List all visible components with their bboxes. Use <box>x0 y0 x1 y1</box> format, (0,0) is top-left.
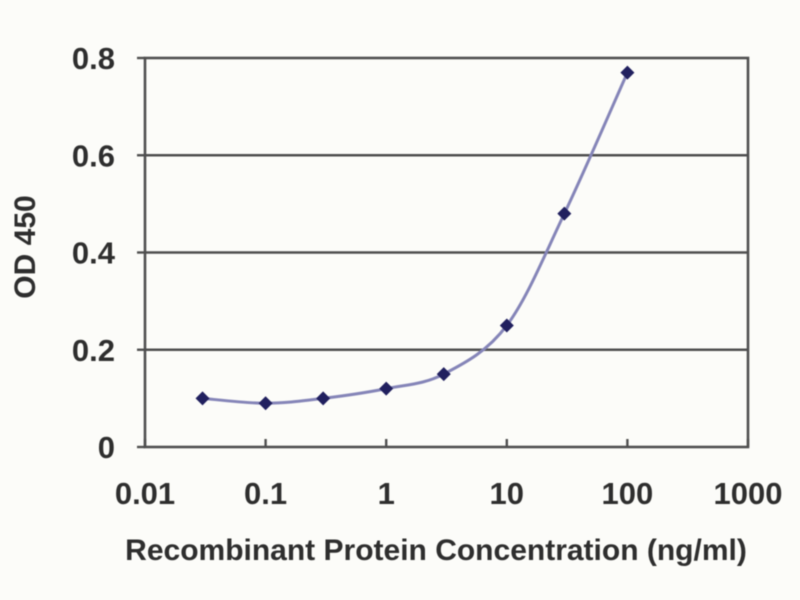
data-point-marker <box>195 391 210 406</box>
x-tick-label: 1 <box>378 476 395 511</box>
y-tick-label: 0.6 <box>72 138 115 173</box>
y-axis-title: OD 450 <box>9 195 42 299</box>
x-tick-label: 1000 <box>714 476 783 511</box>
x-tick-label: 10 <box>490 476 524 511</box>
x-axis-title: Recombinant Protein Concentration (ng/ml… <box>125 534 747 567</box>
data-point-marker <box>316 391 331 406</box>
x-tick-label: 0.01 <box>115 476 175 511</box>
x-tick-label: 0.1 <box>244 476 287 511</box>
data-point-marker <box>436 367 451 382</box>
y-tick-label: 0.2 <box>72 333 115 368</box>
data-point-marker <box>379 381 394 396</box>
data-point-marker <box>258 396 273 411</box>
data-point-marker <box>499 318 514 333</box>
y-tick-label: 0 <box>98 430 115 465</box>
y-tick-label: 0.4 <box>72 236 116 271</box>
standard-curve-line <box>202 71 629 405</box>
data-point-marker <box>620 65 635 80</box>
y-tick-label: 0.8 <box>72 41 115 76</box>
data-point-marker <box>557 206 572 221</box>
x-tick-label: 100 <box>602 476 654 511</box>
